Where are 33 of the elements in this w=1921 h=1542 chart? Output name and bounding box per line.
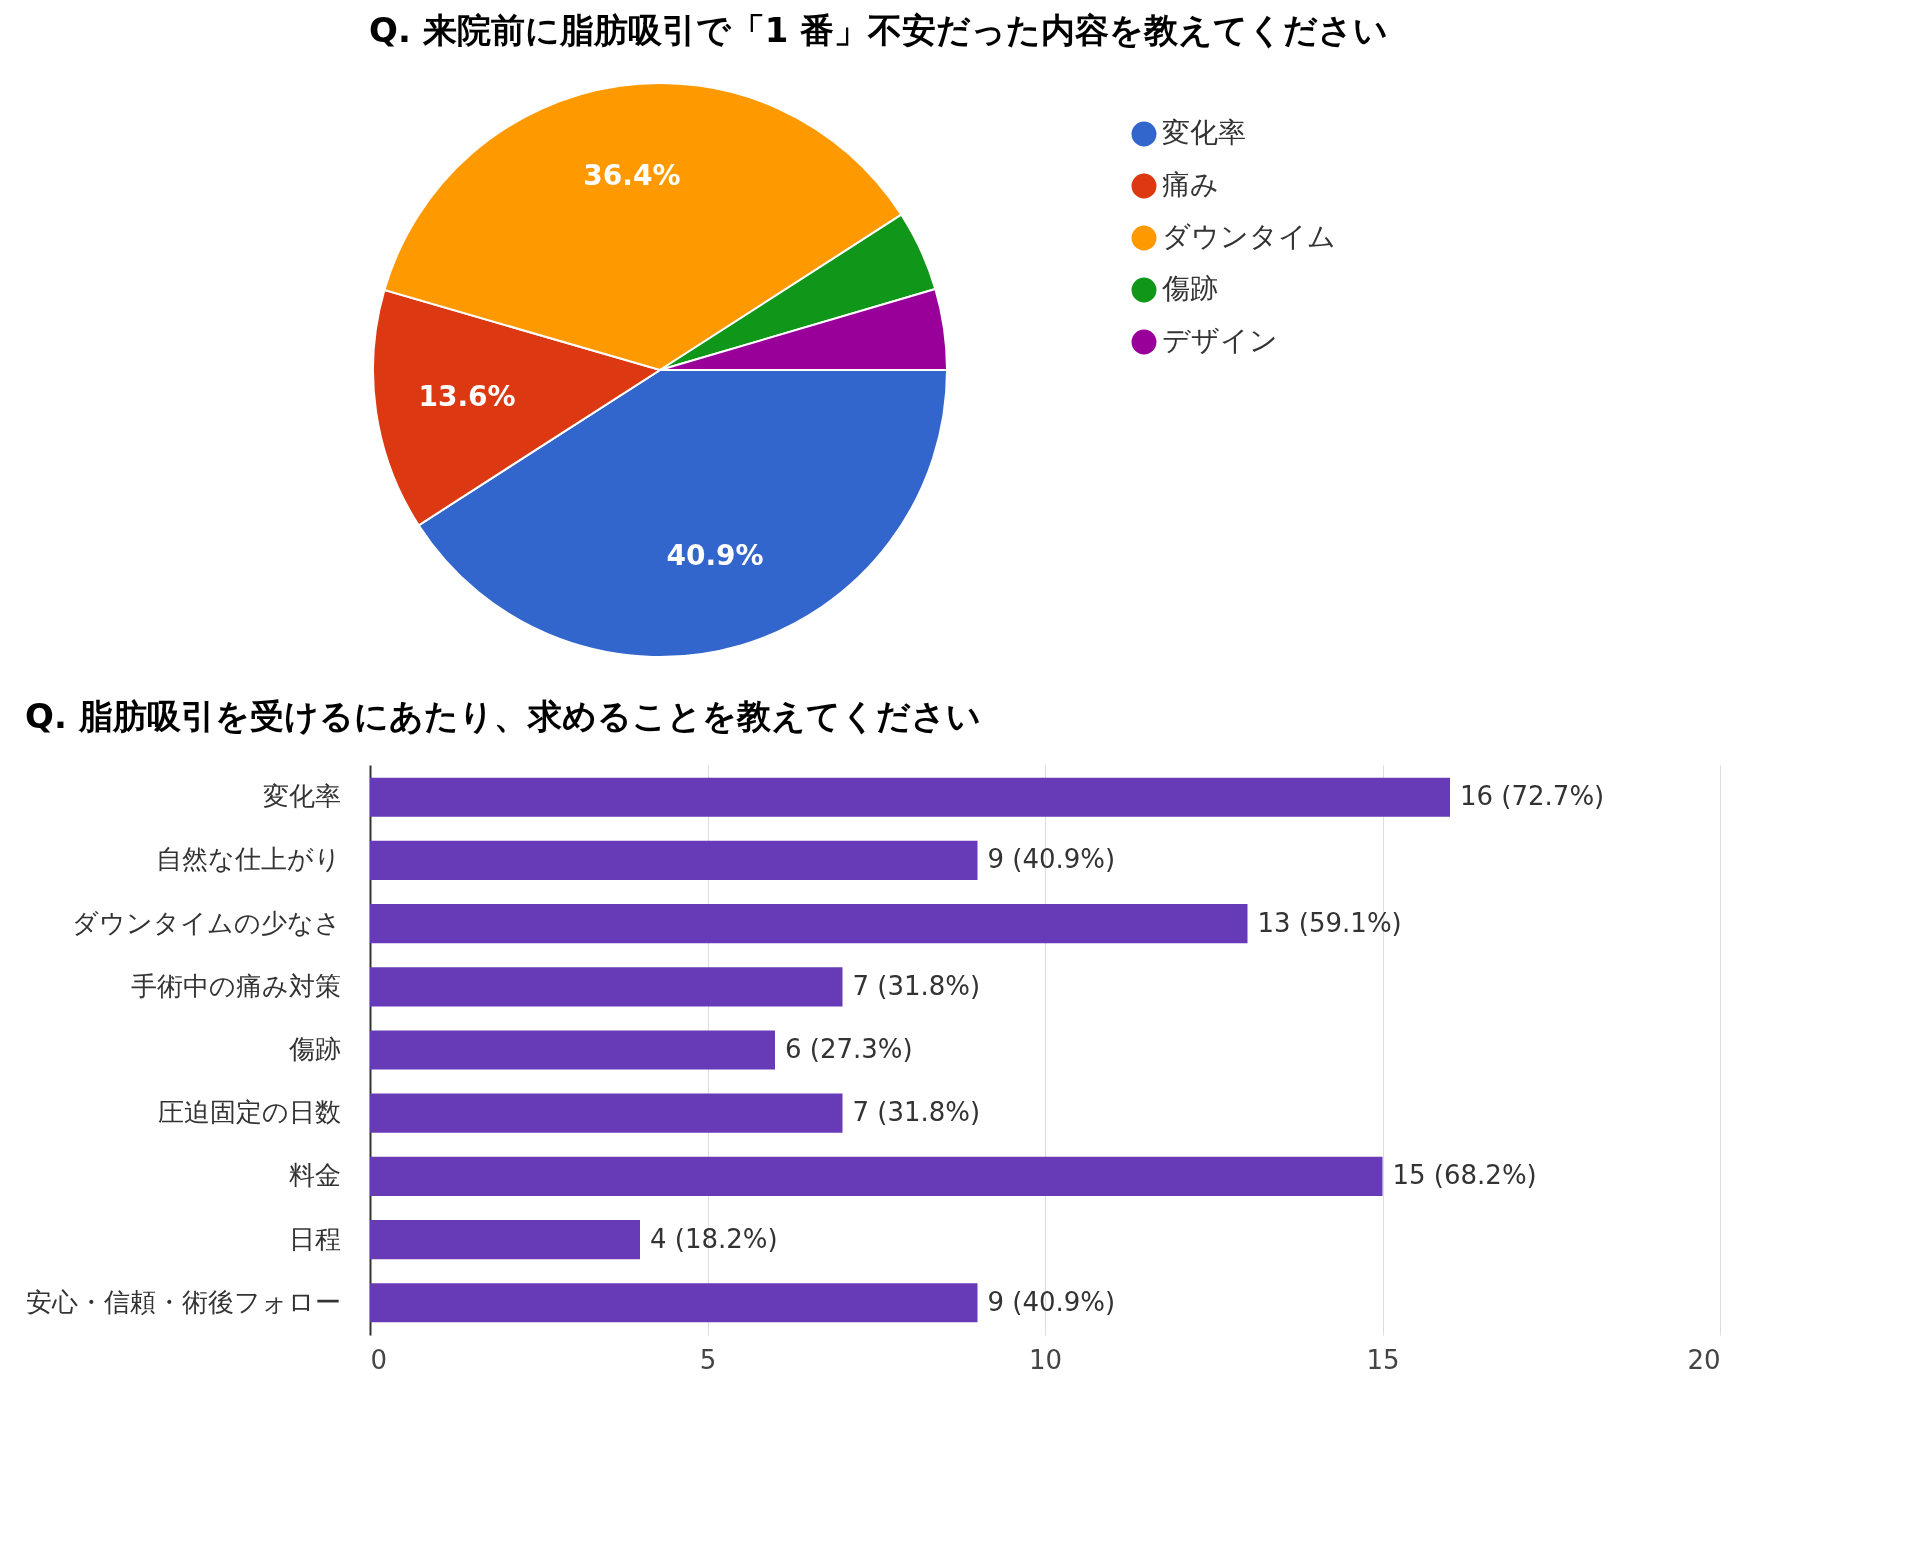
y-tick-label: 日程: [288, 1223, 341, 1254]
x-tick-label: 20: [1687, 1344, 1721, 1375]
data-label: 40.9%: [666, 539, 764, 573]
y-tick-label: 手術中の痛み対策: [130, 970, 341, 1001]
data-label: 9 (40.9%): [987, 1286, 1116, 1317]
x-tick-label: 5: [699, 1344, 717, 1375]
legend-label: 変化率: [1162, 116, 1246, 149]
data-label: 15 (68.2%): [1392, 1160, 1537, 1191]
legend-label: 痛み: [1162, 168, 1219, 201]
data-label: 13 (59.1%): [1257, 907, 1402, 938]
y-tick-label: 変化率: [262, 781, 341, 812]
y-tick-label: ダウンタイムの少なさ: [71, 907, 341, 938]
data-label: 16 (72.7%): [1460, 781, 1605, 812]
legend-label: ダウンタイム: [1162, 220, 1336, 253]
data-label: 13.6%: [418, 380, 516, 414]
y-tick-label: 自然な仕上がり: [155, 844, 341, 875]
x-tick-label: 15: [1366, 1344, 1400, 1375]
data-label: 9 (40.9%): [987, 844, 1116, 875]
y-tick-label: 傷跡: [287, 1034, 341, 1064]
y-tick-label: 料金: [288, 1160, 341, 1191]
chart-title: Q. 脂肪吸引を受けるにあたり、求めることを教えてください: [25, 696, 981, 736]
legend-label: デザイン: [1162, 324, 1278, 357]
x-tick-label: 10: [1028, 1344, 1063, 1375]
data-label: 7 (31.8%): [852, 970, 981, 1001]
data-label: 7 (31.8%): [852, 1097, 981, 1128]
data-label: 36.4%: [583, 159, 681, 193]
y-tick-label: 安心・信頼・術後フォロー: [25, 1286, 341, 1317]
data-label: 6 (27.3%): [785, 1034, 913, 1064]
chart-title: Q. 来院前に脂肪吸引で「1 番」不安だった内容を教えてください: [369, 10, 1389, 50]
y-tick-label: 圧迫固定の日数: [157, 1097, 341, 1128]
x-tick-label: 0: [370, 1344, 388, 1375]
data-label: 4 (18.2%): [650, 1223, 778, 1254]
legend-label: 傷跡: [1161, 272, 1218, 305]
